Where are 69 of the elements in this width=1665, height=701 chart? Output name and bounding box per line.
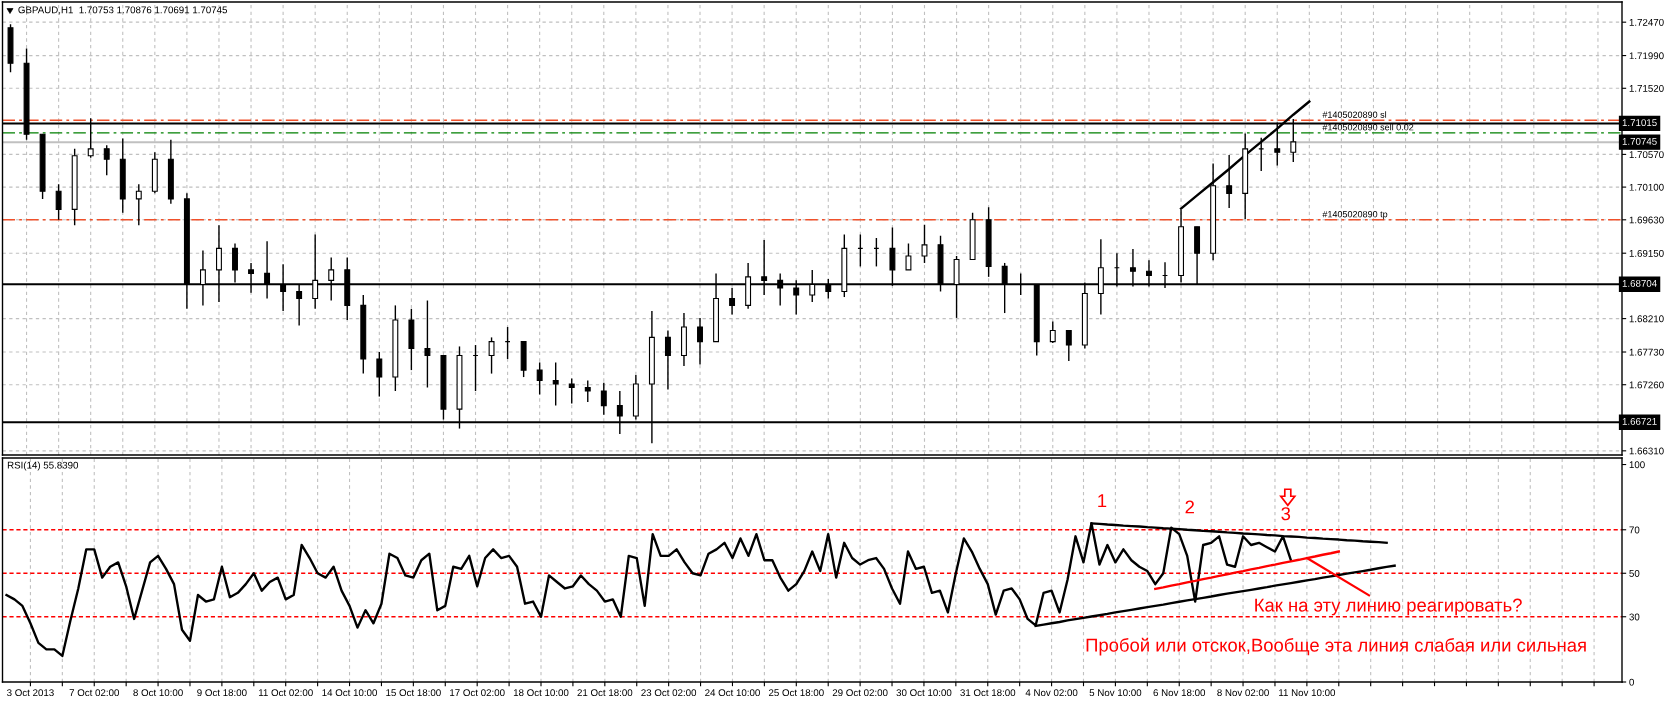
candlestick (103, 144, 110, 176)
chart-title: RSI(14) 55.8390 (7, 461, 79, 471)
y-tick-label: 1.70100 (1629, 183, 1664, 191)
annotation: 2 (1185, 500, 1194, 514)
annotation: 3 (1281, 507, 1291, 521)
y-tick-label: 30 (1629, 613, 1640, 621)
y-tick-label: 1.71990 (1629, 52, 1664, 60)
candlestick (1065, 329, 1072, 362)
ref-line-label: 1.71015 (1622, 119, 1657, 127)
annotation: Как на эту линию реагировать? (1255, 598, 1522, 616)
y-tick-label: 1.70570 (1629, 151, 1664, 159)
candlestick (584, 379, 591, 403)
x-tick-label: 31 Oct 18:00 (960, 689, 1016, 697)
y-tick-label: 1.67260 (1629, 381, 1664, 389)
candlestick (921, 223, 928, 264)
candlestick (697, 317, 703, 366)
candlestick (568, 377, 575, 405)
candlestick (536, 361, 543, 396)
x-tick-label: 11 Nov 10:00 (1279, 689, 1336, 697)
x-tick-label: 7 Oct 02:00 (69, 689, 119, 697)
x-tick-label: 18 Oct 10:00 (513, 689, 569, 697)
y-tick-label: 70 (1629, 526, 1640, 534)
ref-line-label: 1.70745 (1622, 137, 1657, 145)
x-tick-label: 11 Oct 02:00 (258, 689, 313, 697)
candlestick (135, 183, 142, 227)
candlestick (600, 381, 607, 416)
annotation: 1 (1098, 494, 1107, 508)
y-tick-label: 1.69150 (1629, 249, 1664, 257)
x-tick-label: 9 Oct 18:00 (197, 689, 247, 697)
x-tick-label: 17 Oct 02:00 (450, 689, 505, 697)
y-tick-label: 1.69630 (1629, 216, 1664, 224)
y-tick-label: 1.71520 (1629, 85, 1664, 92)
candlestick (55, 183, 62, 221)
annotation: Пробой или отскок,Вообще эта линия слабая или сильная (1086, 637, 1586, 656)
candlestick (552, 361, 559, 407)
x-tick-label: 24 Oct 10:00 (705, 689, 760, 697)
ref-line-label: #1405020890 tp (1322, 211, 1388, 220)
x-tick-label: 8 Nov 02:00 (1217, 689, 1269, 697)
x-tick-label: 14 Oct 10:00 (322, 689, 377, 697)
candlestick (424, 299, 431, 389)
x-tick-label: 29 Oct 02:00 (832, 689, 888, 697)
x-tick-label: 21 Oct 18:00 (577, 689, 633, 697)
x-tick-label: 3 Oct 2013 (7, 689, 54, 697)
y-tick-label: 1.72470 (1629, 18, 1664, 26)
x-tick-label: 8 Oct 10:00 (133, 689, 183, 697)
x-tick-label: 6 Nov 18:00 (1153, 689, 1206, 697)
y-tick-label: 50 (1629, 570, 1640, 577)
ref-line-label: #1405020890 sl (1322, 111, 1387, 118)
y-tick-label: 100 (1629, 461, 1645, 469)
ref-line-label: 1.66721 (1622, 417, 1657, 425)
x-tick-label: 5 Nov 10:00 (1089, 689, 1142, 697)
candlestick (376, 351, 383, 398)
candlestick (1049, 320, 1056, 344)
y-tick-label: 0 (1629, 678, 1634, 686)
candlestick (729, 287, 736, 316)
ref-line-label: #1405020890 sell 0.02 (1322, 123, 1414, 131)
y-tick-label: 1.66310 (1629, 447, 1664, 455)
x-tick-label: 25 Oct 18:00 (768, 689, 824, 697)
candlestick (905, 242, 912, 271)
x-tick-label: 4 Nov 02:00 (1025, 689, 1078, 697)
x-tick-label: 23 Oct 02:00 (641, 689, 697, 697)
candlestick (664, 329, 671, 391)
x-tick-label: 30 Oct 10:00 (896, 689, 952, 697)
x-tick-label: 15 Oct 18:00 (386, 689, 441, 697)
chart-title: GBPAUD,H1 1.70753 1.70876 1.70691 1.70745 (18, 6, 228, 15)
ref-line-label: 1.68704 (1622, 279, 1657, 287)
candlestick (488, 336, 495, 375)
y-tick-label: 1.68210 (1629, 315, 1664, 323)
y-tick-label: 1.67730 (1629, 348, 1664, 356)
